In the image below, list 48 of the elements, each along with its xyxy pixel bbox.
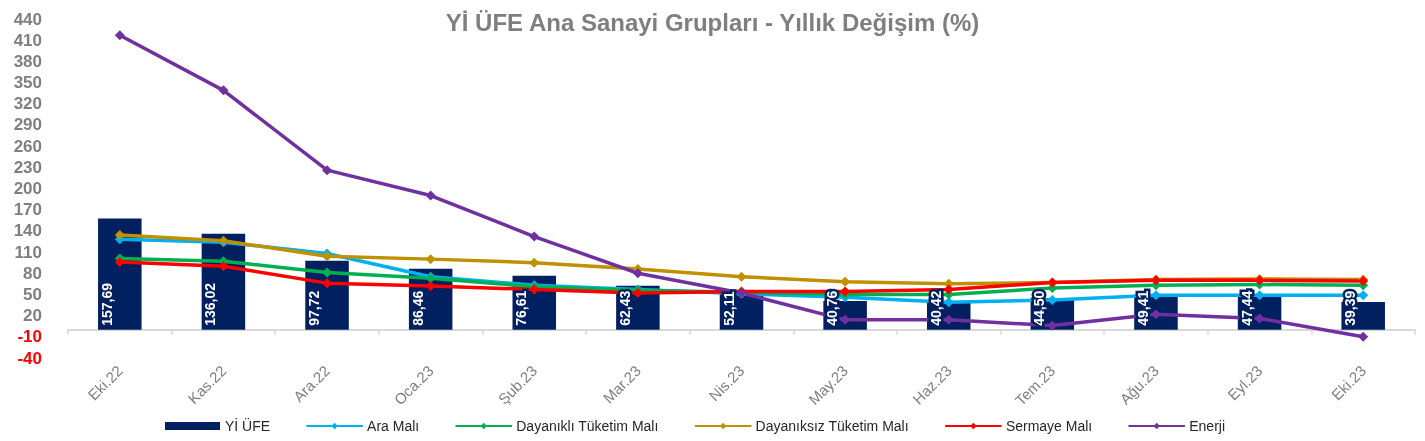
y-tick-label: 140: [13, 221, 42, 241]
legend-label: Dayanıksız Tüketim Malı: [755, 418, 909, 434]
legend-label: Enerji: [1189, 418, 1226, 434]
y-tick-label: 320: [13, 94, 42, 114]
y-tick-label: 80: [23, 263, 42, 283]
y-tick-label: 230: [13, 157, 42, 177]
legend-label: Sermaye Malı: [1005, 418, 1093, 434]
y-tick-label: -10: [17, 327, 42, 347]
legend-label: Ara Malı: [367, 418, 420, 434]
point: [1358, 331, 1369, 342]
y-tick-label: 260: [13, 136, 42, 156]
data-label: 52,11: [720, 291, 737, 326]
data-label: 62,43: [616, 290, 633, 326]
y-tick-label: 410: [13, 30, 42, 50]
point: [736, 271, 747, 282]
data-label: 97,72: [306, 290, 323, 326]
data-label: 86,46: [409, 290, 426, 326]
y-tick-label: 440: [13, 9, 42, 29]
point: [529, 257, 540, 268]
y-tick-label: 20: [23, 306, 42, 326]
point: [632, 268, 643, 279]
y-tick-label: 50: [23, 284, 42, 304]
point: [1358, 290, 1369, 301]
data-label: 157,69: [98, 282, 115, 326]
point: [218, 85, 229, 96]
point: [425, 280, 436, 291]
legend-label: Yİ ÜFE: [225, 417, 271, 434]
point: [425, 254, 436, 265]
data-label: 49,41: [1134, 290, 1151, 326]
y-tick-label: 110: [14, 242, 42, 262]
point: [322, 165, 333, 176]
y-tick-label: 200: [13, 179, 42, 198]
point: [114, 30, 125, 41]
point: [529, 231, 540, 242]
data-label: 136,02: [202, 282, 219, 326]
y-tick-label: 170: [13, 200, 42, 220]
y-tick-label: 350: [13, 73, 42, 93]
point: [218, 261, 229, 272]
point: [114, 230, 125, 241]
chart-title: Yİ ÜFE Ana Sanayi Grupları - Yıllık Değişim (%): [445, 8, 980, 36]
y-tick-label: -40: [17, 348, 42, 368]
data-label: 40,76: [824, 290, 841, 326]
y-tick-label: 290: [13, 115, 42, 135]
data-label: 76,61: [513, 290, 530, 326]
data-label: 40,42: [927, 290, 944, 326]
point: [425, 190, 436, 201]
legend-label: Dayanıklı Tüketim Malı: [516, 418, 659, 434]
y-tick-label: 380: [13, 51, 42, 71]
